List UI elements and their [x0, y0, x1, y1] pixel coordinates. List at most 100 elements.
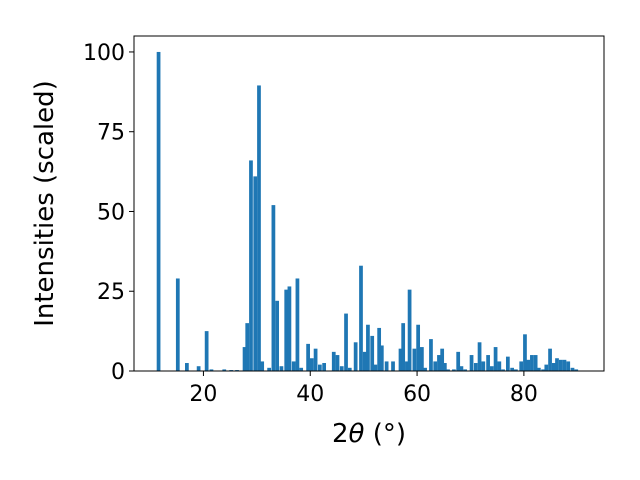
bar — [175, 278, 180, 371]
y-tick-label: 100 — [83, 41, 125, 66]
bar — [505, 356, 510, 371]
bar — [442, 363, 447, 371]
bar — [510, 367, 515, 371]
bar — [204, 331, 209, 371]
bar — [156, 51, 161, 371]
bar — [526, 359, 531, 371]
bar — [477, 342, 482, 371]
bar — [497, 361, 502, 371]
y-tick-label: 25 — [97, 280, 125, 305]
bar — [287, 286, 292, 371]
bar — [185, 363, 189, 371]
bar — [501, 369, 505, 371]
bar — [452, 369, 456, 371]
bar — [242, 347, 247, 371]
bar — [222, 369, 227, 371]
bar — [463, 369, 468, 371]
bar — [249, 160, 253, 371]
bar — [514, 369, 518, 371]
bar — [306, 343, 310, 371]
bar — [267, 367, 271, 371]
plot-frame — [133, 35, 605, 372]
bar — [530, 355, 534, 371]
bar — [541, 369, 545, 371]
bars — [156, 51, 579, 371]
bar — [533, 355, 538, 371]
bar — [366, 324, 370, 371]
bar — [493, 347, 498, 371]
bar — [548, 348, 552, 371]
bar — [486, 355, 490, 371]
bar — [295, 278, 300, 371]
y-tick-label: 0 — [111, 360, 125, 385]
bar — [260, 361, 265, 371]
bar — [456, 351, 461, 371]
bar — [209, 369, 214, 371]
bar — [437, 355, 441, 371]
bar — [379, 345, 384, 371]
bar — [317, 364, 322, 371]
bar — [555, 358, 559, 371]
bar — [566, 361, 571, 371]
x-tick-label: 60 — [403, 382, 431, 407]
bar — [412, 348, 417, 371]
x-tick-label: 20 — [189, 382, 217, 407]
bar — [523, 334, 527, 371]
bar — [362, 351, 367, 371]
y-axis-ticks: 0 25 50 75 100 — [83, 41, 134, 385]
bar — [291, 361, 296, 371]
bar — [574, 369, 579, 371]
bar — [339, 366, 344, 371]
bar — [446, 369, 450, 371]
bar — [359, 265, 363, 371]
y-tick-label: 50 — [97, 200, 125, 225]
bar — [469, 355, 474, 371]
bar — [423, 367, 427, 371]
bar — [570, 367, 575, 371]
bar — [245, 323, 250, 371]
y-axis-label: Intensities (scaled) — [30, 80, 60, 327]
bar — [398, 348, 403, 371]
bar — [275, 300, 280, 371]
bar — [562, 359, 567, 371]
bar — [279, 366, 284, 371]
bar — [391, 361, 395, 371]
bar — [347, 367, 352, 371]
bar — [420, 347, 424, 371]
bar — [440, 348, 445, 371]
bar — [558, 359, 563, 371]
bar — [536, 367, 541, 371]
bar — [473, 363, 478, 371]
bar — [196, 366, 201, 371]
bar — [429, 339, 433, 371]
bar — [309, 358, 314, 371]
bar — [407, 289, 412, 371]
bar — [344, 313, 348, 371]
bar — [489, 366, 494, 371]
bar — [373, 364, 378, 371]
bar — [284, 289, 289, 371]
bar — [481, 361, 486, 371]
bar — [370, 335, 375, 371]
bar — [353, 342, 358, 371]
bar — [384, 361, 389, 371]
x-tick-label: 80 — [510, 382, 538, 407]
bar — [405, 361, 409, 371]
bar — [433, 361, 438, 371]
bar — [544, 364, 549, 371]
x-tick-label: 40 — [296, 382, 324, 407]
y-tick-label: 75 — [97, 121, 125, 146]
bar — [322, 363, 327, 371]
x-axis-ticks: 20 40 60 80 — [189, 371, 538, 407]
x-axis-label: 2θ (°) — [332, 419, 406, 449]
bar — [377, 327, 382, 371]
bar — [299, 367, 304, 371]
bar — [335, 355, 340, 371]
bar — [331, 351, 336, 371]
bar — [459, 366, 464, 371]
bar — [253, 176, 258, 371]
bar — [257, 85, 261, 371]
bar — [313, 348, 318, 371]
bar — [519, 361, 524, 371]
